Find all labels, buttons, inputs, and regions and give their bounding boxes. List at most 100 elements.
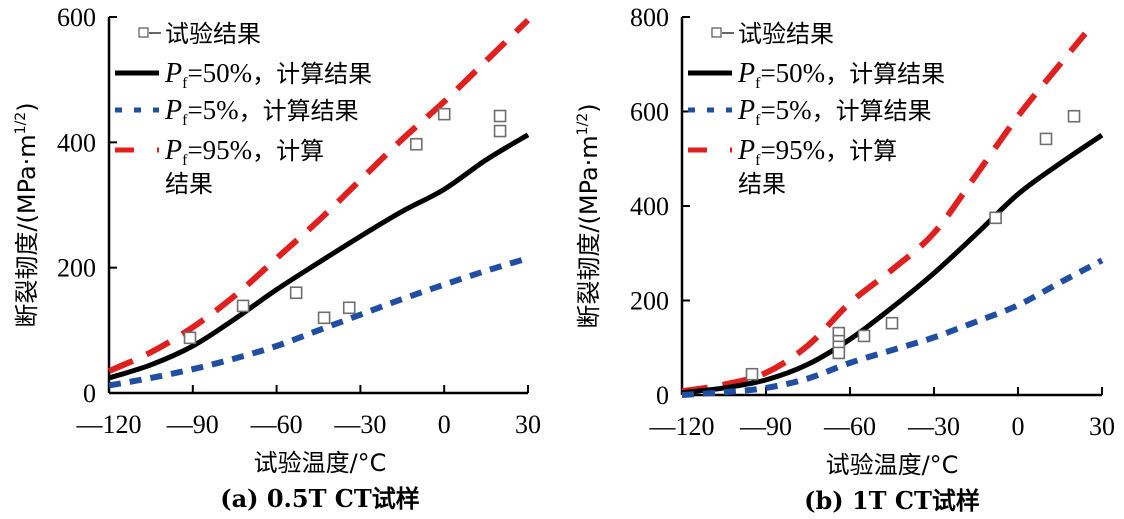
panel-caption: (a) 0.5T CT试样: [220, 484, 420, 513]
data-point-marker: [437, 107, 451, 121]
data-point-marker: [342, 301, 356, 315]
legend-item-p50: Pf=50%，计算结果: [688, 58, 945, 92]
legend-text: ，计算: [252, 137, 324, 165]
legend-label: 试验结果: [738, 20, 834, 48]
y-axis-title: 断裂韧度/(MPa·m1/2): [575, 103, 603, 328]
y-tick-label: 0: [83, 379, 96, 408]
legend-subscript: f: [755, 112, 761, 129]
y-tick-label: 600: [57, 3, 96, 32]
legend-value: =50%: [760, 58, 825, 88]
y-tick-label: 600: [630, 98, 669, 127]
legend-value: =95%: [187, 135, 252, 165]
x-tick-label: 0: [438, 410, 451, 439]
legend-symbol: P: [164, 135, 182, 166]
legend-label: 试验结果: [165, 20, 261, 48]
y-tick-label: 400: [630, 192, 669, 221]
legend-item-p5: Pf=5%，计算结果: [115, 95, 359, 129]
legend-subscript: f: [755, 152, 761, 169]
legend-marker-icon: [711, 27, 722, 38]
legend-text: 试验结果: [165, 20, 261, 48]
y-axis-title-superscript: 1/2: [13, 112, 29, 135]
x-tick-label: 30: [1089, 412, 1115, 441]
series-line-p5: [108, 255, 529, 389]
legend-item-p95: Pf=95%，计算结果: [688, 135, 897, 198]
x-tick-label: —90: [739, 412, 792, 441]
y-axis-title-superscript: 1/2: [575, 113, 591, 136]
legend-label: Pf=95%，计算: [737, 135, 897, 169]
legend-text: ，计算结果: [825, 60, 945, 88]
legend-item-test: 试验结果: [138, 20, 261, 48]
y-tick-label: 200: [57, 254, 96, 283]
x-tick-label: —30: [333, 410, 386, 439]
x-axis-title: 试验温度/°C: [254, 449, 387, 477]
legend-text: ，计算: [825, 137, 897, 165]
data-point-marker: [1067, 109, 1081, 123]
data-point-marker: [409, 137, 423, 151]
legend-label: Pf=50%，计算结果: [737, 58, 945, 92]
y-axis-title-text: 断裂韧度/(MPa·m: [575, 135, 603, 328]
legend-symbol: P: [737, 135, 755, 166]
data-point-marker: [236, 299, 250, 313]
legend-text: ，计算结果: [812, 97, 932, 125]
x-tick-label: —120: [76, 410, 142, 439]
legend-value: =5%: [760, 95, 811, 125]
y-tick-label: 400: [57, 128, 96, 157]
data-point-marker: [493, 124, 507, 138]
x-tick-label: 0: [1012, 412, 1025, 441]
legend-subscript: f: [182, 152, 188, 169]
legend-label: Pf=95%，计算: [164, 135, 324, 169]
data-point-marker: [745, 367, 759, 381]
data-point-marker: [317, 311, 331, 325]
series-line-p50: [108, 132, 530, 381]
series-line-p95: [681, 31, 1088, 395]
data-point-marker: [857, 329, 871, 343]
y-axis-title-close: ): [13, 102, 41, 111]
x-tick-label: —30: [907, 412, 960, 441]
series-line-p50: [681, 133, 1104, 396]
y-axis-title-text: 断裂韧度/(MPa·m: [13, 134, 41, 327]
legend-item-test: 试验结果: [711, 20, 834, 48]
legend-label-continued: 结果: [738, 170, 786, 198]
data-point-marker: [989, 211, 1002, 225]
legend-text: 试验结果: [738, 20, 834, 48]
legend-marker-icon: [138, 27, 149, 38]
legend-subscript: f: [182, 75, 188, 92]
data-point-marker: [1039, 132, 1053, 146]
legend-symbol: P: [737, 95, 755, 126]
data-point-marker: [183, 331, 197, 345]
legend-text: ，计算结果: [252, 60, 372, 88]
series-line-p5: [681, 257, 1104, 398]
x-tick-label: —60: [250, 410, 303, 439]
legend-value: =5%: [187, 95, 238, 125]
legend-label: Pf=5%，计算结果: [737, 95, 932, 129]
legend-label: Pf=5%，计算结果: [164, 95, 359, 129]
y-tick-label: 800: [630, 3, 669, 32]
x-tick-label: 30: [515, 410, 541, 439]
legend-label-continued: 结果: [165, 170, 213, 198]
legend-item-p95: Pf=95%，计算结果: [115, 135, 324, 198]
legend-value: =50%: [187, 58, 252, 88]
legend-symbol: P: [164, 58, 182, 89]
x-tick-label: —90: [166, 410, 219, 439]
y-tick-label: 200: [630, 287, 669, 316]
legend-symbol: P: [164, 95, 182, 126]
y-axis-title: 断裂韧度/(MPa·m1/2): [13, 102, 41, 327]
legend-label: Pf=50%，计算结果: [164, 58, 372, 92]
panel-caption: (b) 1T CT试样: [804, 486, 980, 515]
legend-text: ，计算结果: [239, 97, 359, 125]
y-axis-title-close: ): [575, 103, 603, 112]
legend-symbol: P: [737, 58, 755, 89]
data-point-marker: [885, 316, 899, 330]
data-point-marker: [289, 286, 303, 300]
legend-subscript: f: [182, 112, 188, 129]
series-line-p95: [107, 17, 531, 374]
data-point-marker: [832, 346, 846, 360]
legend-item-p5: Pf=5%，计算结果: [688, 95, 932, 129]
x-tick-label: —60: [823, 412, 876, 441]
x-tick-label: —120: [649, 412, 715, 441]
data-point-marker: [493, 109, 507, 123]
